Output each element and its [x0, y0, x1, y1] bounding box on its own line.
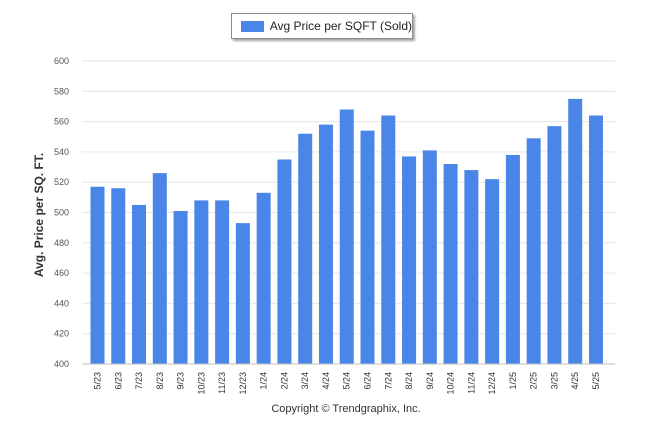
bar [90, 186, 105, 364]
bar [235, 223, 250, 364]
bar [505, 154, 520, 364]
bar [526, 138, 541, 364]
legend-label: Avg Price per SQFT (Sold) [269, 19, 412, 33]
bars [90, 98, 603, 365]
bar [277, 159, 292, 364]
y-axis-label: Avg. Price per SQ. FT. [32, 152, 46, 278]
x-tick-label: 4/24 [321, 372, 331, 390]
x-tick-label: 11/24 [466, 372, 476, 394]
x-tick-label: 12/24 [487, 372, 497, 395]
x-axis-ticks: 5/23 6/23 7/23 8/23 9/23 10/23 11/23 12/23 1/24 2… [93, 372, 601, 395]
y-tick-label: 540 [54, 147, 69, 157]
y-tick-label: 480 [54, 238, 69, 248]
x-tick-label: 1/25 [508, 372, 518, 390]
bar [547, 126, 562, 365]
x-tick-label: 5/23 [93, 372, 103, 390]
x-tick-label: 6/24 [363, 372, 373, 390]
bar [464, 170, 479, 364]
y-tick-label: 500 [54, 208, 69, 218]
y-tick-label: 440 [54, 298, 69, 308]
copyright-text: Copyright © Trendgraphix, Inc. [271, 403, 421, 415]
x-tick-label: 7/24 [383, 372, 393, 390]
bar [339, 109, 354, 364]
bar [132, 204, 147, 364]
y-axis-ticks: 400 420 440 460 480 500 520 540 560 580 600 [54, 56, 69, 369]
x-tick-label: 1/24 [259, 372, 269, 390]
x-tick-label: 11/23 [217, 372, 227, 394]
x-tick-label: 9/23 [176, 372, 186, 390]
y-tick-label: 520 [54, 177, 69, 187]
bar [381, 115, 396, 364]
bar [111, 188, 126, 364]
x-tick-label: 8/24 [404, 372, 414, 390]
legend-swatch [241, 20, 264, 32]
bar [256, 192, 271, 364]
bar [194, 200, 209, 364]
bar [215, 200, 230, 364]
x-tick-label: 12/23 [238, 372, 248, 395]
y-tick-label: 420 [54, 329, 69, 339]
y-tick-label: 460 [54, 268, 69, 278]
x-tick-label: 5/25 [591, 372, 601, 390]
bar [485, 179, 500, 364]
legend: Avg Price per SQFT (Sold) [231, 13, 413, 39]
bar [173, 210, 188, 364]
x-tick-label: 2/24 [279, 372, 289, 390]
x-tick-label: 5/24 [342, 372, 352, 390]
x-tick-label: 3/25 [549, 372, 559, 390]
y-tick-label: 560 [54, 117, 69, 127]
bar [360, 130, 375, 364]
bar [318, 124, 333, 364]
x-tick-label: 10/23 [196, 372, 206, 395]
x-tick-label: 4/25 [570, 372, 580, 390]
bar [422, 150, 437, 364]
bar [588, 115, 603, 364]
bar [568, 98, 583, 364]
x-tick-label: 10/24 [446, 372, 456, 395]
x-tick-label: 8/23 [155, 372, 165, 390]
y-tick-label: 400 [54, 359, 69, 369]
x-tick-label: 7/23 [134, 372, 144, 390]
y-tick-label: 580 [54, 86, 69, 96]
x-tick-label: 3/24 [300, 372, 310, 390]
bar [298, 133, 313, 364]
bar [402, 156, 417, 364]
x-tick-label: 9/24 [425, 372, 435, 390]
x-tick-label: 2/25 [529, 372, 539, 390]
x-tick-label: 6/23 [113, 372, 123, 390]
bar [443, 164, 458, 364]
y-tick-label: 600 [54, 56, 69, 66]
bar [152, 173, 167, 364]
